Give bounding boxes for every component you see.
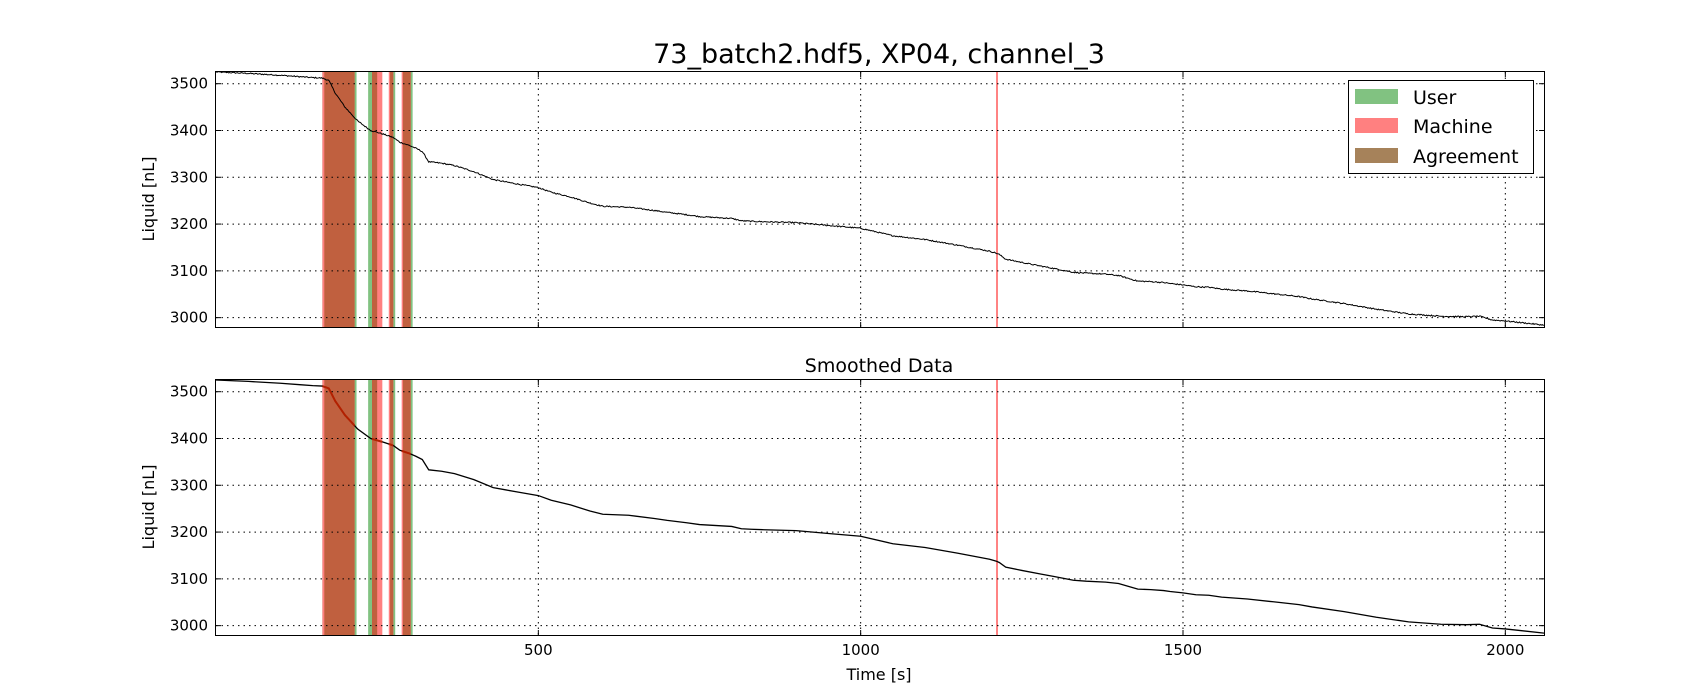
legend-swatch-user [1355, 89, 1398, 104]
agreement-span [402, 72, 411, 327]
y-tick-label: 3300 [170, 168, 208, 186]
y-tick-label: 3100 [170, 570, 208, 588]
agreement-span [390, 380, 394, 635]
chart-subtitle: Smoothed Data [805, 355, 953, 377]
smoothed-data-panel: Smoothed Data 3000 3100 3200 3300 3400 3500 50… [139, 355, 1545, 684]
grid-lines [216, 380, 1544, 635]
y-tick-label: 3500 [170, 75, 208, 93]
agreement-span [372, 72, 378, 327]
grid-lines [216, 72, 1544, 327]
user-span [409, 72, 413, 327]
highlight-segment [322, 385, 356, 427]
agreement-span [324, 380, 355, 635]
series-line [215, 379, 1545, 634]
y-tick-label: 3100 [170, 262, 208, 280]
y-tick-label: 3000 [170, 617, 208, 635]
legend-swatch-machine [1355, 118, 1398, 133]
raw-data-panel: 73_batch2.hdf5, XP04, channel_3 3000 3100… [139, 39, 1545, 328]
agreement-span [372, 380, 378, 635]
machine-span [996, 72, 998, 327]
series-lines [215, 71, 1545, 326]
highlight-segment [388, 443, 394, 447]
agreement-span [402, 380, 411, 635]
plot-frame [215, 379, 1545, 636]
annotation-spans [322, 380, 998, 635]
legend-label-machine: Machine [1413, 116, 1493, 138]
agreement-span [324, 72, 355, 327]
legend-label-user: User [1413, 87, 1456, 109]
x-axis-label: Time [s] [845, 665, 911, 684]
series-line [215, 71, 1545, 326]
x-tick-label: 1000 [842, 641, 880, 659]
highlight-segment [371, 437, 383, 443]
user-span [368, 380, 373, 635]
chart-title: 73_batch2.hdf5, XP04, channel_3 [653, 39, 1105, 70]
series-lines [215, 379, 1545, 634]
axis-ticks: 3000 3100 3200 3300 3400 3500 500 1000 1500 2000 [170, 380, 1544, 659]
highlight-segment [401, 449, 412, 455]
y-tick-label: 3000 [170, 309, 208, 327]
annotation-spans [322, 72, 998, 327]
y-tick-label: 3500 [170, 383, 208, 401]
x-tick-label: 1500 [1164, 641, 1202, 659]
legend-swatch-agreement [1355, 148, 1398, 163]
axis-ticks: 3000 3100 3200 3300 3400 3500 [170, 72, 1544, 327]
y-axis-label: Liquid [nL] [139, 465, 158, 550]
y-tick-label: 3200 [170, 215, 208, 233]
x-tick-label: 2000 [1486, 641, 1524, 659]
y-tick-label: 3300 [170, 476, 208, 494]
x-tick-label: 500 [524, 641, 553, 659]
legend: User Machine Agreement [1348, 80, 1534, 174]
user-span [368, 72, 373, 327]
y-axis-label: Liquid [nL] [139, 157, 158, 242]
legend-label-agreement: Agreement [1413, 146, 1519, 168]
y-tick-label: 3400 [170, 121, 208, 139]
user-span [409, 380, 413, 635]
plot-frame [215, 71, 1545, 328]
agreement-span [390, 72, 394, 327]
y-tick-label: 3200 [170, 523, 208, 541]
y-tick-label: 3400 [170, 429, 208, 447]
machine-span [996, 380, 998, 635]
